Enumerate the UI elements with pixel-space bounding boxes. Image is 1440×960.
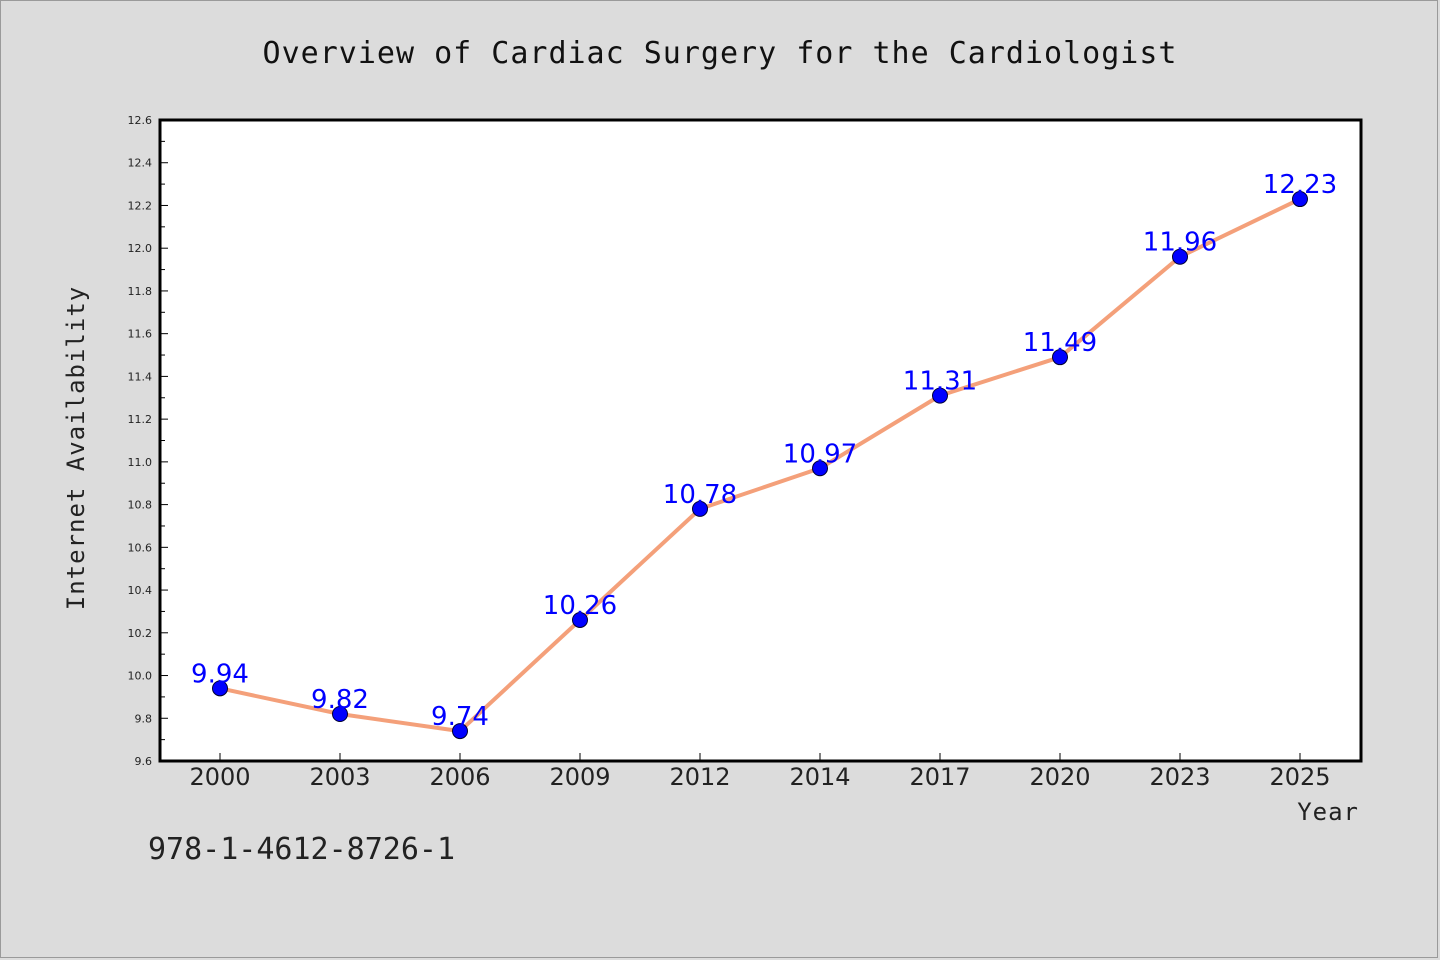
y-tick-label: 11.8 (128, 285, 153, 298)
data-point-marker (452, 723, 468, 740)
y-tick-label: 12.2 (128, 199, 153, 212)
plot-area (158, 118, 1363, 763)
x-tick-label: 2009 (549, 763, 610, 791)
data-point-marker (1052, 349, 1068, 366)
data-point-marker (692, 500, 708, 517)
data-label: 10.78 (663, 480, 737, 510)
y-tick-label: 11.6 (128, 328, 153, 341)
y-tick-label: 10.6 (128, 541, 153, 554)
data-point-marker (812, 460, 828, 477)
data-label: 10.26 (543, 591, 617, 621)
y-tick-label: 10.8 (128, 499, 153, 512)
y-tick-label: 12.0 (128, 242, 153, 255)
x-tick-label: 2000 (189, 763, 250, 791)
y-tick-label: 10.4 (128, 584, 153, 597)
x-tick-label: 2006 (429, 763, 490, 791)
y-tick-label: 9.8 (135, 712, 153, 725)
x-tick-label: 2012 (669, 763, 730, 791)
y-axis: 9.6 9.8 10.0 10.2 10.4 10.6 10.8 11.0 11.2 11.4 11… (128, 114, 168, 768)
y-tick-label: 12.4 (128, 157, 153, 170)
x-tick-label: 2023 (1149, 763, 1210, 791)
x-tick-label: 2014 (789, 763, 850, 791)
data-label: 11.96 (1143, 228, 1217, 258)
data-point-marker (1292, 191, 1308, 208)
chart-title: Overview of Cardiac Surgery for the Card… (263, 36, 1178, 71)
x-tick-label: 2025 (1269, 763, 1330, 791)
isbn-text: 978-1-4612-8726-1 (148, 832, 456, 867)
x-tick-label: 2003 (309, 763, 370, 791)
y-tick-label: 9.6 (135, 755, 153, 768)
series-line-group (212, 191, 1308, 740)
data-point-marker (932, 387, 948, 404)
x-axis: 2000 2003 2006 2009 2012 2014 2017 2020 2023 2025 (189, 753, 1331, 791)
x-axis-label: Year (1297, 798, 1359, 826)
data-label: 9.82 (311, 685, 369, 715)
data-point-marker (572, 611, 588, 628)
y-tick-label: 11.0 (128, 456, 153, 469)
data-label: 11.49 (1023, 328, 1097, 358)
data-labels: 9.94 9.82 9.74 10.26 10.78 10.97 11.31 11.49 11.… (191, 170, 1337, 732)
x-tick-label: 2020 (1029, 763, 1090, 791)
y-tick-label: 10.0 (128, 670, 153, 683)
y-axis-label: Internet Availability (62, 286, 90, 610)
y-tick-label: 11.2 (128, 413, 153, 426)
x-tick-label: 2017 (909, 763, 970, 791)
y-tick-label: 10.2 (128, 627, 153, 640)
data-point-marker (332, 705, 348, 722)
y-tick-label: 11.4 (128, 370, 153, 383)
data-point-marker (1172, 248, 1188, 265)
data-label: 12.23 (1263, 170, 1337, 200)
data-label: 9.94 (191, 659, 249, 689)
data-label: 9.74 (431, 702, 489, 732)
data-label: 10.97 (783, 439, 857, 469)
y-tick-label: 12.6 (128, 114, 153, 127)
data-point-marker (212, 680, 228, 697)
series-line (218, 197, 1302, 734)
data-label: 11.31 (903, 367, 977, 397)
